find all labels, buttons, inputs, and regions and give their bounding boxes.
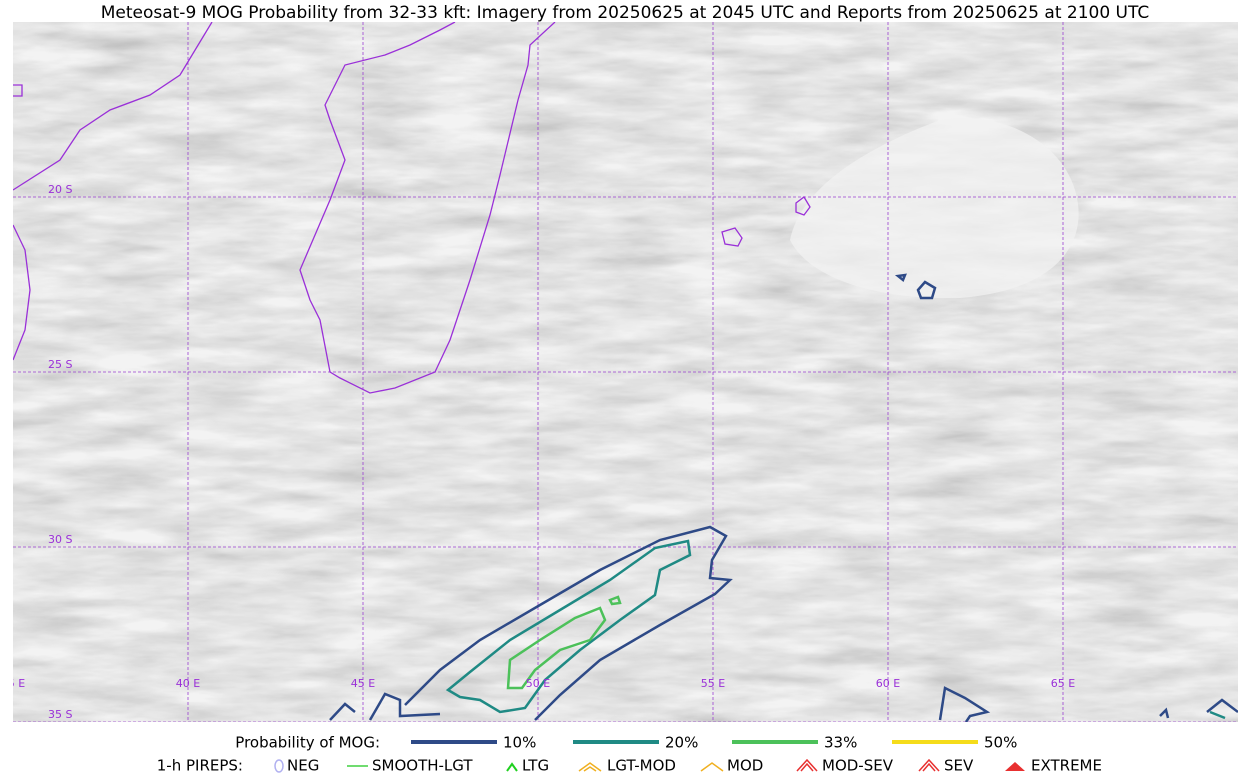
legend-item: 10% [503,734,536,752]
graticule [13,22,1238,722]
title: Meteosat-9 MOG Probability from 32-33 kf… [101,3,1150,23]
legend-item: NEG [287,757,319,775]
cloud-band [790,118,1079,299]
legend-item: SMOOTH-LGT [372,757,473,775]
legend-item: 20% [665,734,698,752]
coastline [13,224,31,361]
island [795,196,811,216]
icon-mod [700,762,724,772]
lon-label: 65 E [1051,677,1075,690]
lon-label: 55 E [701,677,725,690]
contour-20 [445,539,1226,720]
pirep-icons [274,758,1025,773]
lat-label: 35 S [48,708,72,721]
coastline [299,22,556,394]
lat-label: 20 S [48,183,72,196]
icon-extreme [1005,762,1025,771]
icon-sev [918,758,940,772]
contour-33 [506,595,622,690]
contour-10 [329,525,733,721]
map: 35 E 40 E 45 E 50 E 55 E 60 E 65 E 20 S 25 S 30 S… [1,22,1238,722]
legend-item: MOD-SEV [822,757,894,775]
lat-label: 30 S [48,533,72,546]
legend-item: MOD [727,757,763,775]
lat-label: 25 S [48,358,72,371]
lon-label: 40 E [176,677,200,690]
lon-label: 45 E [351,677,375,690]
legend-item: LTG [522,757,549,775]
lon-label: 60 E [876,677,900,690]
legend-item: LGT-MOD [607,757,676,775]
lon-label: 35 E [1,677,25,690]
contours [329,273,1238,722]
coastline [13,84,23,97]
icon-lgt-mod [578,762,602,772]
legend-item: SEV [944,757,974,775]
icon-mod-sev [796,758,818,772]
legend-label: 1-h PIREPS: [157,757,243,775]
coastline [13,22,213,191]
icon-ltg [506,762,518,772]
legend-item: 50% [984,734,1017,752]
legend-item: 33% [824,734,857,752]
icon-neg [274,759,284,773]
legend-item: EXTREME [1031,757,1102,775]
island [721,227,743,247]
legend: Probability of MOG: 1-h PIREPS: 10% 20% 33… [157,734,1102,775]
contour-10 [894,273,1238,722]
lon-label: 50 E [526,677,550,690]
legend-label: Probability of MOG: [235,734,380,752]
